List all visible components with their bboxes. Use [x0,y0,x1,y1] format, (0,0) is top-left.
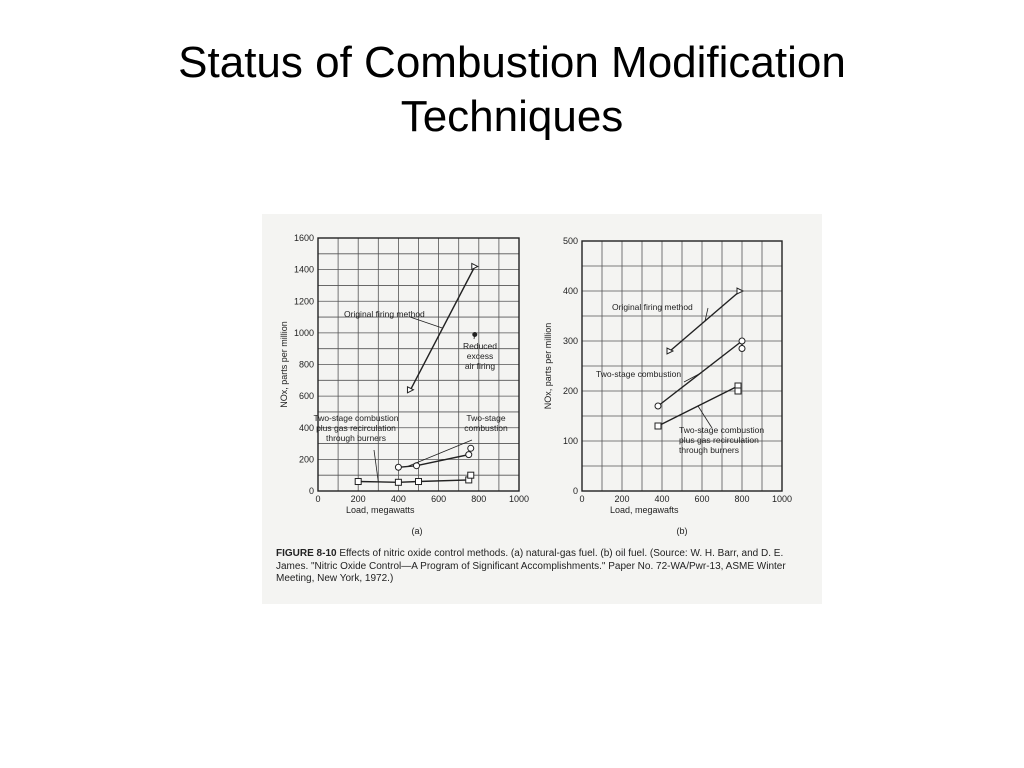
panel-a-x-tick-label: 400 [391,494,406,504]
panel-a-series-annotation-line: Two-stage combustion [313,413,398,423]
panel-a-data-point [465,451,473,459]
panel-a-leader-line [409,316,443,329]
panel-a-series-annotation: Reduced excess air firing [463,341,497,371]
panel-b-plot-frame [581,240,783,492]
panel-a-series-annotation: Original firing method [344,309,425,319]
panel-b-x-tick-label: 200 [614,494,629,504]
panel-a-y-tick-label: 1000 [294,328,314,338]
panel-a-series-annotation: Two-stage combustion plus gas recirculati… [313,413,398,443]
panel-b-series-annotation-line: plus gas recirculation [679,435,759,445]
slide-title: Status of Combustion Modification Techni… [0,36,1024,144]
panel-a-y-axis-label: NOx, parts per million [279,321,289,408]
panel-a-data-point [471,262,479,271]
panel-b-series-annotation: Original firing method [612,302,693,312]
panel-b-x-tick-label: 0 [579,494,584,504]
panel-b-leader-line [697,405,713,429]
panel-a-series-line [409,266,476,391]
panel-a-data-point [472,331,478,337]
panel-a-leader-line [373,449,379,482]
panel-a-series-annotation: Two-stage combustion [464,413,508,433]
panel-b-data-point [738,337,746,345]
panel-b-data-point [734,387,742,395]
figure-caption-label: FIGURE 8-10 [276,548,337,559]
panel-b-x-tick-label: 400 [654,494,669,504]
panel-a-series-annotation-line: excess [467,351,493,361]
panel-a-y-tick-label: 600 [299,391,314,401]
panel-b-y-tick-label: 0 [573,486,578,496]
panel-a-plot-frame [317,237,520,492]
panel-a-series-annotation-line: air firing [465,361,496,371]
panel-a-x-tick-label: 600 [431,494,446,504]
panel-a-data-point [406,385,415,394]
panel-b-data-point [666,347,675,355]
panel-b-x-axis-label: Load, megawafts [610,505,679,515]
panel-b-data-point [736,287,745,295]
scanned-figure: 0 200 400 600 800 1000 0 200 400 600 800 1000 1200 14… [262,214,822,604]
panel-b-data-point [654,402,662,410]
panel-a-data-point [394,478,402,486]
panel-b-x-tick-label: 800 [734,494,749,504]
panel-a-x-tick-label: 800 [471,494,486,504]
panel-a-data-point [415,478,422,486]
panel-b-y-axis-label: NOx, parts per million [543,323,553,410]
panel-b-x-tick-label: 1000 [772,494,792,504]
panel-b-y-tick-label: 400 [563,286,578,296]
panel-a-series-annotation-line: Original firing method [344,309,425,319]
panel-a-x-tick-label: 0 [315,494,320,504]
panel-b-panel-label: (b) [677,526,688,536]
panel-b-x-tick-label: 600 [694,494,709,504]
panel-a-series-line [398,448,472,468]
panel-b-series-annotation-line: Two-stage combustion [679,425,764,435]
slide-title-line-2: Techniques [400,92,624,141]
panel-a-series-annotation-line: Two-stage [466,413,505,423]
panel-b-data-point [738,345,746,352]
panel-b-series-annotation: Two-stage combustion [596,369,681,379]
panel-a-data-point [467,471,475,479]
panel-a-series-annotation-line: through burners [326,433,386,443]
panel-a-x-axis-label: Load, megawatts [346,505,415,515]
panel-a-x-tick-label: 1000 [509,494,529,504]
panel-b-series-annotation: Two-stage combustion plus gas recirculati… [679,425,764,455]
panel-a-series-annotation-line: plus gas recirculation [316,423,396,433]
panel-b-series-annotation-line: Two-stage combustion [596,369,681,379]
panel-a-y-tick-label: 1200 [294,296,314,306]
panel-a-y-tick-label: 0 [309,486,314,496]
panel-b-data-point [654,422,662,430]
figure-caption-text: Effects of nitric oxide control methods.… [276,548,786,584]
panel-a-x-tick-label: 200 [351,494,366,504]
panel-b-series-annotation-line: through burners [679,445,739,455]
panel-a-series-annotation-line: combustion [464,423,508,433]
panel-a-y-tick-label: 400 [299,423,314,433]
panel-a-panel-label: (a) [412,526,423,536]
panel-b-y-tick-label: 200 [563,386,578,396]
panel-b-y-tick-label: 300 [563,336,578,346]
figure-caption: FIGURE 8-10 Effects of nitric oxide cont… [276,548,806,586]
panel-a-data-point [354,478,362,486]
panel-a-y-tick-label: 1600 [294,233,314,243]
panel-a-y-tick-label: 800 [299,360,314,370]
panel-b-leader-line [683,373,701,383]
panel-b-series-annotation-line: Original firing method [612,302,693,312]
panel-a-data-point [467,444,475,452]
panel-b-y-tick-label: 100 [563,436,578,446]
panel-a-leader-line [473,334,476,340]
panel-b-y-tick-label: 500 [563,236,578,246]
panel-b-leader-line [704,307,709,322]
panel-a-data-point [394,463,402,471]
slide-title-line-1: Status of Combustion Modification [178,38,846,87]
panel-a-series-line [358,474,472,484]
panel-a-y-tick-label: 1400 [294,265,314,275]
panel-a-y-tick-label: 200 [299,454,314,464]
figure-svg: 0 200 400 600 800 100002004006008001000120014… [279,233,792,536]
panel-a-leader-line [407,439,473,467]
panel-a-series-annotation-line: Reduced [463,341,497,351]
